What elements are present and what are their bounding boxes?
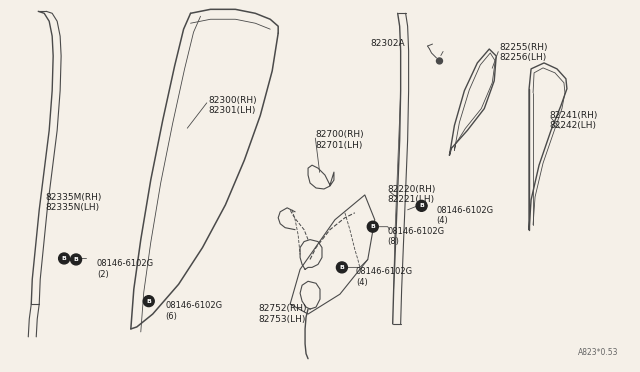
Text: 82700(RH)
82701(LH): 82700(RH) 82701(LH) — [315, 131, 364, 150]
Text: B: B — [61, 256, 67, 261]
Circle shape — [436, 58, 442, 64]
Text: B: B — [74, 257, 79, 262]
Text: 08146-6102G
(6): 08146-6102G (6) — [166, 301, 223, 321]
Text: 82220(RH)
82221(LH): 82220(RH) 82221(LH) — [388, 185, 436, 204]
Text: 82300(RH)
82301(LH): 82300(RH) 82301(LH) — [209, 96, 257, 115]
Text: 82241(RH)
82242(LH): 82241(RH) 82242(LH) — [549, 110, 597, 130]
Text: B: B — [419, 203, 424, 208]
Text: B: B — [147, 299, 151, 304]
Text: 82255(RH)
82256(LH): 82255(RH) 82256(LH) — [499, 43, 548, 62]
Text: 08146-6102G
(8): 08146-6102G (8) — [388, 227, 445, 246]
Text: 82335M(RH)
82335N(LH): 82335M(RH) 82335N(LH) — [45, 193, 102, 212]
Text: B: B — [371, 224, 375, 229]
Text: B: B — [339, 265, 344, 270]
Circle shape — [59, 253, 70, 264]
Text: A823*0.53: A823*0.53 — [578, 348, 619, 357]
Circle shape — [416, 201, 427, 211]
Text: 08146-6102G
(4): 08146-6102G (4) — [356, 267, 413, 287]
Text: 08146-6102G
(4): 08146-6102G (4) — [436, 206, 493, 225]
Text: 82302A: 82302A — [371, 39, 405, 48]
Circle shape — [70, 254, 81, 265]
Circle shape — [337, 262, 348, 273]
Circle shape — [367, 221, 378, 232]
Circle shape — [143, 296, 154, 307]
Text: 08146-6102G
(2): 08146-6102G (2) — [97, 259, 154, 279]
Text: 82752(RH)
82753(LH): 82752(RH) 82753(LH) — [259, 304, 307, 324]
